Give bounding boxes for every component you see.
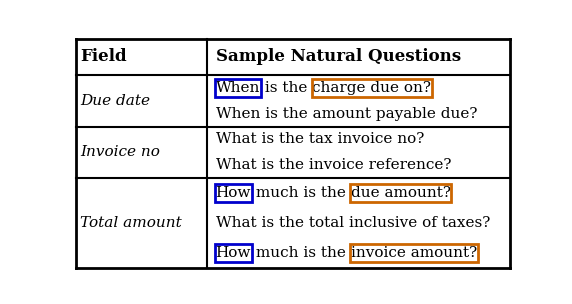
Text: charge due on?: charge due on?: [312, 81, 431, 95]
Text: How: How: [216, 246, 251, 260]
Text: Sample Natural Questions: Sample Natural Questions: [216, 48, 460, 65]
Text: What is the total inclusive of taxes?: What is the total inclusive of taxes?: [216, 216, 490, 230]
Text: When is the amount payable due?: When is the amount payable due?: [216, 107, 477, 121]
Text: What is the invoice reference?: What is the invoice reference?: [216, 158, 451, 172]
Text: much is the: much is the: [251, 186, 351, 200]
Text: Invoice no: Invoice no: [80, 145, 160, 159]
Text: When: When: [216, 81, 260, 95]
Text: invoice amount?: invoice amount?: [351, 246, 477, 260]
Text: How: How: [216, 186, 251, 200]
Text: is the: is the: [260, 81, 312, 95]
Text: much is the: much is the: [251, 246, 351, 260]
Text: due amount?: due amount?: [351, 186, 451, 200]
Text: Due date: Due date: [80, 94, 150, 108]
Text: Field: Field: [80, 48, 127, 65]
Text: What is the tax invoice no?: What is the tax invoice no?: [216, 133, 424, 147]
Text: Total amount: Total amount: [80, 216, 182, 230]
